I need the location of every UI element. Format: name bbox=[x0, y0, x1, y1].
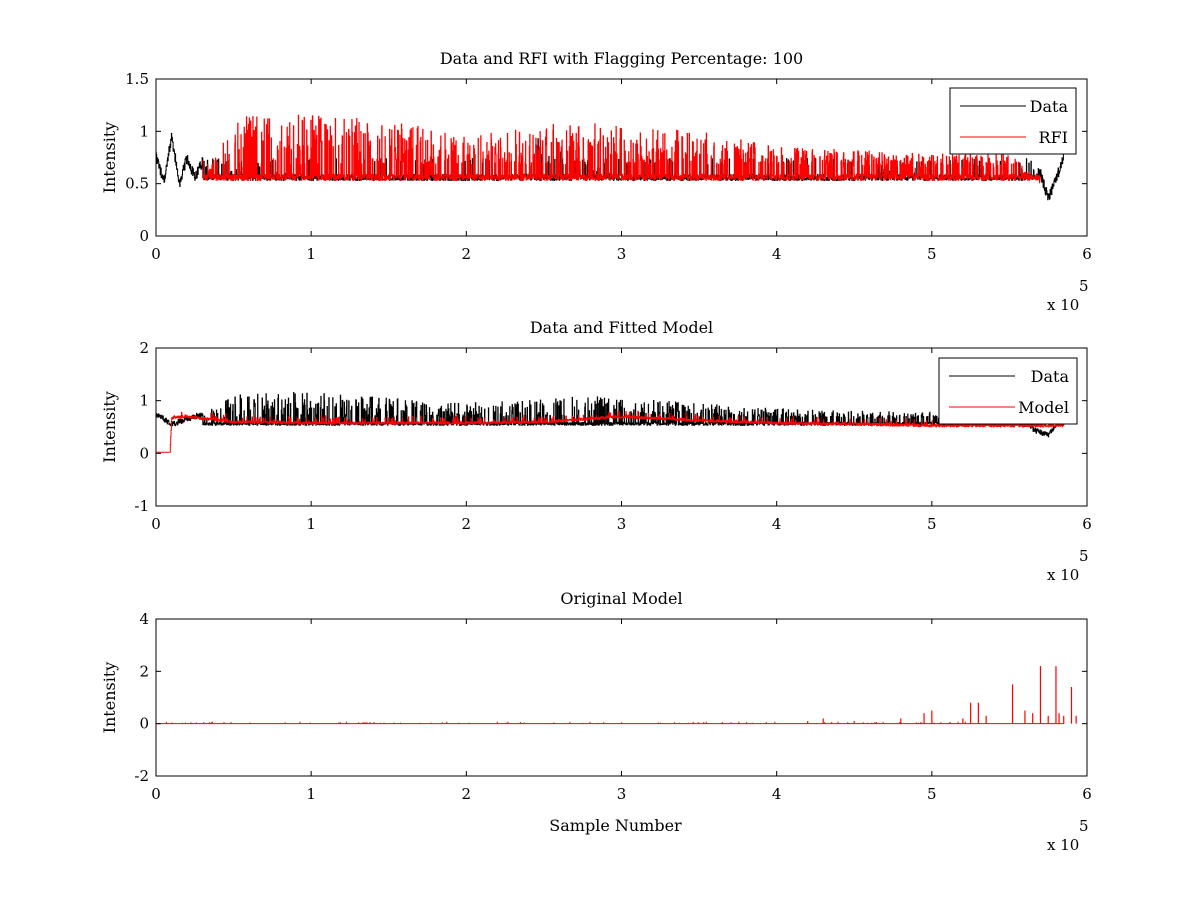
x-tick-label: 4 bbox=[772, 515, 782, 533]
x-tick-label: 5 bbox=[927, 515, 937, 533]
x-tick-label: 6 bbox=[1082, 515, 1092, 533]
legend: Data RFI bbox=[949, 87, 1077, 155]
axes-title: Data and RFI with Flagging Percentage: 1… bbox=[440, 49, 803, 68]
x-tick-label: 4 bbox=[772, 785, 782, 803]
legend-box bbox=[949, 87, 1077, 155]
x-tick-label: 3 bbox=[617, 785, 627, 803]
y-tick-label: 1 bbox=[139, 392, 149, 410]
series-line-model bbox=[156, 410, 1065, 453]
x-tick-label: 4 bbox=[772, 245, 782, 263]
series-line-rfi bbox=[202, 114, 1041, 184]
y-tick-label: 1.5 bbox=[125, 70, 149, 88]
y-tick-label: 0 bbox=[139, 444, 149, 462]
x-tick-label: 1 bbox=[306, 785, 316, 803]
x-exponent-power: 5 bbox=[1079, 817, 1089, 835]
x-tick-label: 0 bbox=[151, 785, 161, 803]
plot-area bbox=[156, 114, 1065, 201]
x-tick-label: 2 bbox=[462, 245, 472, 263]
x-tick-label: 6 bbox=[1082, 245, 1092, 263]
legend-entry: RFI bbox=[1039, 128, 1068, 147]
x-tick-label: 0 bbox=[151, 245, 161, 263]
axes-box bbox=[155, 618, 1088, 777]
x-tick-label: 5 bbox=[927, 785, 937, 803]
x-exponent-base: x 10 bbox=[1047, 836, 1079, 854]
legend-entry: Model bbox=[1018, 398, 1069, 417]
y-tick-label: 2 bbox=[139, 339, 149, 357]
x-tick-label: 2 bbox=[462, 515, 472, 533]
y-axis-label: Intensity bbox=[100, 662, 119, 734]
x-exponent-power: 5 bbox=[1079, 547, 1089, 565]
plot-area bbox=[156, 666, 1077, 725]
y-axis-label: Intensity bbox=[100, 391, 119, 463]
legend: Data Model bbox=[938, 357, 1078, 425]
y-tick-label: 4 bbox=[139, 610, 149, 628]
series-line-data bbox=[156, 392, 1065, 438]
x-tick-label: 3 bbox=[617, 515, 627, 533]
x-tick-label: 0 bbox=[151, 515, 161, 533]
x-tick-label: 2 bbox=[462, 785, 472, 803]
x-tick-label: 1 bbox=[306, 245, 316, 263]
y-tick-label: 0.5 bbox=[125, 175, 149, 193]
legend-entry: Data bbox=[1031, 367, 1070, 386]
x-tick-label: 1 bbox=[306, 515, 316, 533]
y-tick-label: 1 bbox=[139, 122, 149, 140]
x-exponent-power: 5 bbox=[1079, 277, 1089, 295]
x-tick-label: 6 bbox=[1082, 785, 1092, 803]
x-exponent-base: x 10 bbox=[1047, 296, 1079, 314]
y-tick-label: -1 bbox=[134, 497, 149, 515]
y-tick-label: 0 bbox=[139, 227, 149, 245]
axes-title: Data and Fitted Model bbox=[530, 318, 713, 337]
y-tick-label: 2 bbox=[139, 662, 149, 680]
legend-entry: Data bbox=[1030, 97, 1069, 116]
axes-title: Original Model bbox=[560, 589, 682, 608]
plot-area bbox=[156, 392, 1065, 453]
x-tick-label: 5 bbox=[927, 245, 937, 263]
x-axis-label: Sample Number bbox=[549, 816, 682, 835]
x-exponent-base: x 10 bbox=[1047, 566, 1079, 584]
y-tick-label: -2 bbox=[134, 767, 149, 785]
legend-box bbox=[938, 357, 1078, 425]
x-tick-label: 3 bbox=[617, 245, 627, 263]
y-axis-label: Intensity bbox=[100, 122, 119, 194]
y-tick-label: 0 bbox=[139, 715, 149, 733]
